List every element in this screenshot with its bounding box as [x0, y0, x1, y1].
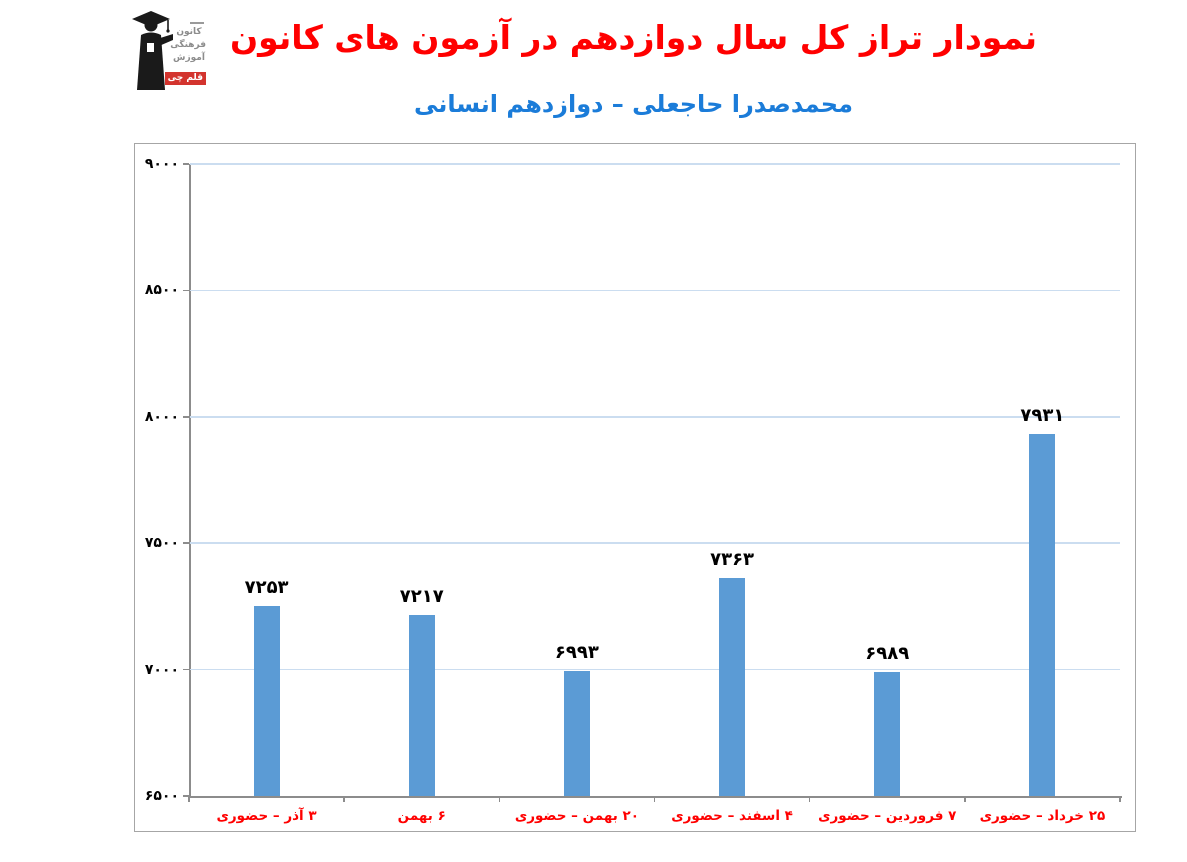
bar [408, 614, 435, 796]
y-tick-mark [183, 416, 189, 418]
category-label: ۶ بهمن [397, 808, 446, 824]
bar-value-label: ۷۲۵۳ [244, 576, 289, 598]
y-tick-mark [183, 668, 189, 671]
y-axis-line [189, 164, 191, 797]
graduate-icon [132, 11, 173, 90]
bar [253, 605, 280, 796]
y-tick-label: ۶۵۰۰ [144, 788, 179, 804]
bar-value-label: ۶۹۸۹ [865, 643, 910, 665]
logo-text-line: کانون [176, 27, 202, 37]
y-tick-label: ۷۰۰۰ [144, 661, 179, 678]
y-tick-label: ۹۰۰۰ [144, 156, 179, 172]
y-tick-label: ۸۵۰۰ [144, 282, 179, 299]
bar [563, 671, 590, 796]
y-tick-mark [183, 289, 189, 292]
x-tick-mark [653, 796, 656, 802]
y-tick-mark [183, 542, 189, 544]
page-subtitle: محمدصدرا حاجعلی – دوازدهم انسانی [414, 90, 853, 118]
bar [719, 577, 746, 796]
y-tick-label: ۷۵۰۰ [144, 535, 179, 552]
category-label: ۲۰ بهمن – حضوری [514, 808, 639, 824]
page-title: نمودار تراز کل سال دوازدهم در آزمون های … [229, 18, 1038, 57]
bar [874, 672, 901, 796]
y-tick-mark [183, 163, 189, 165]
logo-text: کانون فرهنگی آموزش قلم چی [164, 26, 206, 85]
bar-value-label: ۷۹۳۱ [1020, 405, 1065, 427]
x-tick-mark [1119, 796, 1121, 802]
category-label: ۲۵ خرداد – حضوری [979, 808, 1106, 824]
bar-value-label: ۷۲۱۷ [399, 585, 444, 607]
kanoon-logo: کانون فرهنگی آموزش قلم چی [128, 8, 206, 92]
category-label: ۳ آذر – حضوری [216, 808, 317, 824]
y-gridline [190, 542, 1120, 544]
category-label: ۷ فروردین – حضوری [818, 808, 957, 824]
bar-value-label: ۶۹۹۳ [554, 642, 599, 664]
category-label: ۴ اسفند – حضوری [671, 808, 793, 824]
y-gridline [190, 289, 1120, 292]
logo-text-line: فرهنگی [170, 40, 206, 50]
y-tick-label: ۸۰۰۰ [144, 408, 179, 425]
y-gridline [190, 416, 1120, 418]
y-tick-mark [183, 795, 189, 797]
x-tick-mark [498, 796, 501, 802]
logo-dash [190, 22, 204, 24]
logo-text-line: آموزش [173, 53, 205, 63]
x-axis-line [189, 796, 1122, 798]
x-tick-mark [188, 796, 190, 802]
logo-badge: قلم چی [164, 72, 206, 85]
bar [1029, 434, 1056, 796]
bar-value-label: ۷۳۶۳ [710, 548, 755, 570]
bar-chart: ۶۵۰۰ ۷۰۰۰ ۷۵۰۰ ۸۰۰۰ ۸۵۰۰ ۹۰۰۰ ۷۲۵۳ ۳ آذر – حضور… [134, 143, 1136, 832]
y-gridline [190, 668, 1120, 671]
x-tick-mark [964, 796, 966, 802]
y-gridline [190, 163, 1120, 165]
x-tick-mark [343, 796, 345, 802]
x-tick-mark [808, 796, 811, 802]
